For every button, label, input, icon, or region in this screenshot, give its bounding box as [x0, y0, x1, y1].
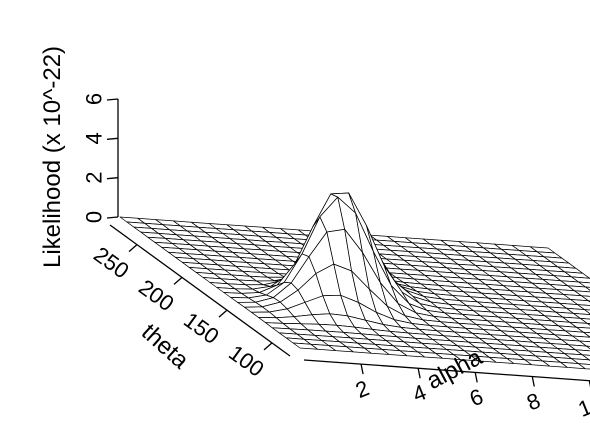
surface-facet: [572, 335, 590, 343]
alpha-tick-label: 4: [409, 379, 430, 407]
surface-facet: [581, 295, 590, 302]
surface-facet: [569, 321, 590, 329]
theta-tick-label: 200: [134, 274, 178, 316]
alpha-axis-line: [303, 359, 590, 382]
surface-facet: [578, 363, 590, 370]
z-tick-label: 2: [82, 172, 107, 184]
surface-facet: [578, 281, 590, 288]
surface-facet: [566, 307, 590, 315]
theta-tick: [173, 276, 183, 285]
surface-facet: [565, 330, 590, 338]
surface-facet: [577, 304, 590, 311]
alpha-tick: [417, 368, 421, 379]
theta-tick-label: 100: [224, 340, 268, 382]
surface-facet: [574, 290, 590, 297]
surface-facet: [586, 345, 590, 350]
z-tick-label: 0: [82, 211, 107, 223]
z-tick: [106, 216, 119, 219]
alpha-tick: [360, 364, 364, 375]
alpha-tick-label: 10: [574, 390, 590, 422]
theta-tick: [128, 244, 138, 253]
theta-tick: [263, 342, 273, 351]
surface-facet: [573, 313, 590, 320]
surface-facet: [571, 358, 590, 365]
surface-facet: [579, 340, 590, 347]
surface-facet: [584, 309, 590, 315]
surface-facet: [570, 299, 590, 306]
z-tick-label: 6: [82, 93, 107, 105]
surface-facet: [576, 326, 590, 334]
z-tick: [106, 98, 119, 101]
theta-axis-line: [109, 224, 291, 357]
surface-facet: [583, 331, 590, 338]
z-axis: 0 2 4 6: [82, 93, 119, 223]
theta-tick-label: 250: [89, 242, 133, 284]
surface-mesh: [119, 192, 590, 370]
surface-facet: [580, 318, 590, 324]
alpha-tick: [531, 376, 535, 387]
surface-facet: [567, 285, 590, 293]
theta-tick-label: 150: [179, 307, 223, 349]
surface-facet: [587, 323, 590, 326]
surface-facet: [582, 354, 590, 361]
surface-facet: [568, 344, 590, 352]
alpha-tick: [474, 372, 478, 383]
alpha-tick-label: 8: [523, 388, 544, 416]
z-tick: [106, 137, 119, 140]
z-axis-title: Likelihood (x 10^-22): [39, 46, 66, 268]
alpha-tick-label: 2: [352, 375, 373, 403]
surface-facet: [575, 349, 590, 356]
theta-tick: [218, 309, 228, 318]
surface-facet: [571, 276, 590, 284]
z-tick: [106, 177, 119, 180]
alpha-tick-label: 6: [466, 384, 487, 412]
z-tick-label: 4: [82, 132, 107, 144]
surface-facet: [585, 286, 590, 291]
